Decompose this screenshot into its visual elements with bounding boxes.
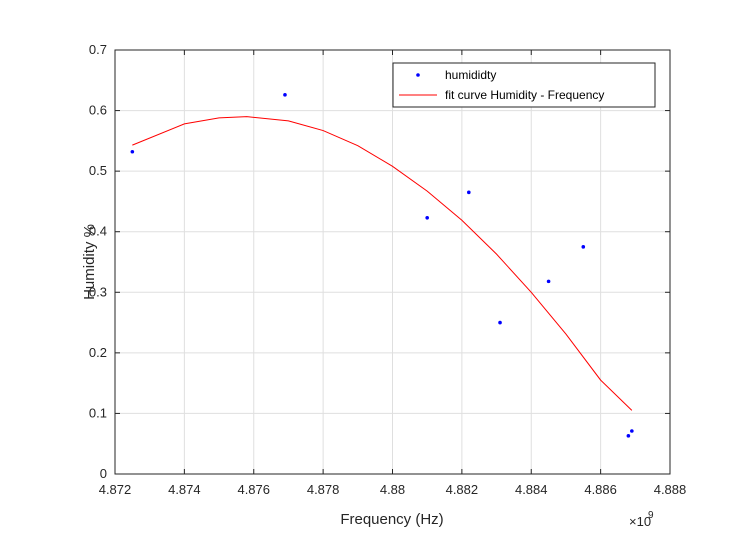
x-tick-label: 4.874 xyxy=(168,482,201,497)
data-point xyxy=(425,215,429,220)
y-tick-label: 0 xyxy=(100,466,107,481)
data-point xyxy=(581,245,586,249)
data-point xyxy=(626,434,631,438)
legend-entries: humididty fit curve Humidity - Frequency xyxy=(399,68,604,102)
data-point xyxy=(546,279,551,284)
data-point xyxy=(498,320,502,325)
y-tick-label: 0.3 xyxy=(89,284,107,299)
x-exponent: ×10 9 xyxy=(629,510,654,529)
y-axis-label: Humidity % xyxy=(81,224,98,300)
y-tick-label: 0.1 xyxy=(89,405,107,420)
data-point xyxy=(283,93,287,97)
legend: humididty fit curve Humidity - Frequency xyxy=(392,62,656,108)
y-tick-label: 0.6 xyxy=(89,103,107,118)
x-exponent-power: 9 xyxy=(648,510,654,521)
x-axis-label: Frequency (Hz) xyxy=(340,511,443,528)
y-tick-label: 0.2 xyxy=(89,345,107,360)
x-tick-label: 4.876 xyxy=(237,482,270,497)
y-tick-label: 0.5 xyxy=(89,163,107,178)
x-exponent-base: ×10 xyxy=(629,514,651,529)
data-point xyxy=(467,190,471,195)
x-tick-label: 4.88 xyxy=(380,482,405,497)
fit-curve-line xyxy=(132,116,633,411)
x-tick-label: 4.884 xyxy=(515,482,548,497)
legend-label: fit curve Humidity - Frequency xyxy=(445,88,604,102)
legend-marker-swatch xyxy=(416,73,420,77)
y-tick-label: 0.4 xyxy=(89,224,107,239)
x-tick-label: 4.886 xyxy=(584,482,617,497)
data-point xyxy=(630,429,634,433)
series xyxy=(130,93,634,438)
x-tick-label: 4.888 xyxy=(654,482,687,497)
data-point xyxy=(130,149,135,154)
tick-labels: 4.872 4.874 4.876 4.878 4.88 4.882 4.884 4.886 4… xyxy=(89,42,686,497)
y-tick-label: 0.7 xyxy=(89,42,107,57)
legend-label: humididty xyxy=(445,68,496,82)
x-tick-label: 4.882 xyxy=(446,482,479,497)
x-tick-label: 4.878 xyxy=(307,482,340,497)
legend-box xyxy=(392,62,656,108)
x-tick-label: 4.872 xyxy=(99,482,132,497)
axes xyxy=(114,49,671,475)
